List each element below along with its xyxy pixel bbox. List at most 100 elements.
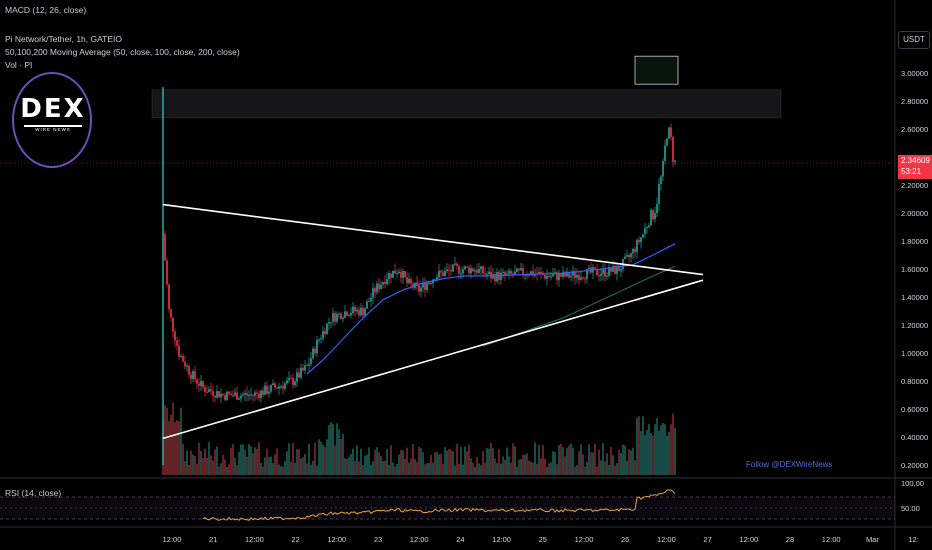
candle-body xyxy=(342,317,344,320)
volume-bar xyxy=(470,458,472,475)
candle-body xyxy=(190,374,192,380)
volume-bar xyxy=(558,445,560,475)
candle-body xyxy=(532,271,534,276)
volume-bar xyxy=(300,458,302,475)
candle-body xyxy=(230,393,232,396)
trendline-0 xyxy=(162,203,704,276)
candle-body xyxy=(274,383,276,388)
price-tick-0: 0.20000 xyxy=(901,461,928,470)
candle-body xyxy=(182,355,184,362)
candle-body xyxy=(572,271,574,276)
candle-body xyxy=(216,391,218,398)
volume-bar xyxy=(438,454,440,475)
volume-bar xyxy=(280,466,282,475)
volume-bar xyxy=(660,425,662,475)
volume-bar xyxy=(294,463,296,475)
volume-bar xyxy=(562,447,564,475)
volume-bar xyxy=(430,454,432,475)
candle-body xyxy=(180,355,182,357)
candle-body xyxy=(586,268,588,279)
volume-bar xyxy=(604,461,606,475)
volume-bar xyxy=(216,446,218,475)
volume-bar xyxy=(206,458,208,475)
candle-body xyxy=(332,313,334,322)
volume-bar xyxy=(172,402,174,475)
time-tick-12: 12:00 xyxy=(657,535,676,544)
candle-body xyxy=(228,391,230,394)
candle-body xyxy=(514,271,516,275)
volume-bar xyxy=(368,447,370,475)
currency-label[interactable]: USDT xyxy=(898,31,930,49)
candle-body xyxy=(266,385,268,394)
ma-legend[interactable]: 50,100,200 Moving Average (50, close, 10… xyxy=(5,47,240,57)
volume-bar xyxy=(476,456,478,475)
candle-body xyxy=(630,253,632,258)
candle-body xyxy=(202,380,204,388)
volume-bar xyxy=(396,464,398,475)
volume-bar xyxy=(250,446,252,475)
volume-bar xyxy=(620,452,622,475)
volume-legend[interactable]: Vol · PI xyxy=(5,60,33,70)
candle-body xyxy=(336,313,338,322)
candle-body xyxy=(252,394,254,396)
candle-body xyxy=(502,272,504,274)
watermark-text: Follow @DEXWireNews xyxy=(746,460,833,469)
price-tick-10: 2.20000 xyxy=(901,181,928,190)
volume-bar xyxy=(334,445,336,475)
candle-body xyxy=(218,391,220,398)
candle-body xyxy=(382,282,384,285)
volume-bar xyxy=(416,461,418,475)
rsi-band xyxy=(0,497,895,519)
volume-bar xyxy=(372,461,374,475)
candle-body xyxy=(250,394,252,396)
candle-body xyxy=(598,275,600,277)
candle-body xyxy=(418,285,420,292)
volume-bar xyxy=(588,444,590,475)
volume-bar xyxy=(484,462,486,475)
volume-bar xyxy=(198,442,200,475)
price-tick-3: 0.80000 xyxy=(901,377,928,386)
resistance-zones xyxy=(151,55,782,119)
volume-bar xyxy=(568,445,570,475)
time-tick-4: 12:00 xyxy=(327,535,346,544)
candle-body xyxy=(422,282,424,288)
candle-body xyxy=(578,275,580,280)
volume-bar xyxy=(524,454,526,475)
volume-bar xyxy=(652,435,654,475)
price-tick-8: 1.80000 xyxy=(901,237,928,246)
pair-legend[interactable]: Pi Network/Tether, 1h, GATEIO xyxy=(5,34,122,44)
candle-body xyxy=(270,385,272,392)
volume-bar xyxy=(632,447,634,475)
time-axis[interactable]: 12:00 21 12:00 22 12:00 23 12:00 24 12:00 25 12:00… xyxy=(163,535,919,544)
candle-body xyxy=(624,256,626,260)
volume-bar xyxy=(522,454,524,475)
candle-body xyxy=(522,268,524,275)
candle-body xyxy=(580,277,582,280)
rsi-legend[interactable]: RSI (14, close) xyxy=(5,488,62,498)
logo-subtext: WIRE NEWS xyxy=(35,127,71,132)
volume-bar xyxy=(242,444,244,475)
candle-body xyxy=(322,331,324,339)
candle-body xyxy=(600,273,602,277)
volume-bar xyxy=(272,462,274,475)
candle-body xyxy=(402,270,404,278)
volume-bar xyxy=(256,448,258,475)
volume-bar xyxy=(312,460,314,475)
macd-legend[interactable]: MACD (12, 26, close) xyxy=(5,5,87,15)
candle-body xyxy=(488,271,490,275)
candle-body xyxy=(244,393,246,395)
volume-bar xyxy=(458,463,460,475)
volume-bar xyxy=(164,405,166,475)
candle-body xyxy=(188,365,190,375)
volume-bar xyxy=(254,447,256,475)
price-axis[interactable]: 0.20000 0.40000 0.60000 0.80000 1.00000 1.200… xyxy=(901,69,928,470)
volume-bar xyxy=(550,462,552,475)
candle-body xyxy=(256,392,258,394)
candle-body xyxy=(384,282,386,284)
volume-bar xyxy=(654,424,656,475)
candle-body xyxy=(652,210,654,220)
volume-bar xyxy=(422,452,424,475)
candle-body xyxy=(452,264,454,272)
candle-body xyxy=(606,275,608,277)
